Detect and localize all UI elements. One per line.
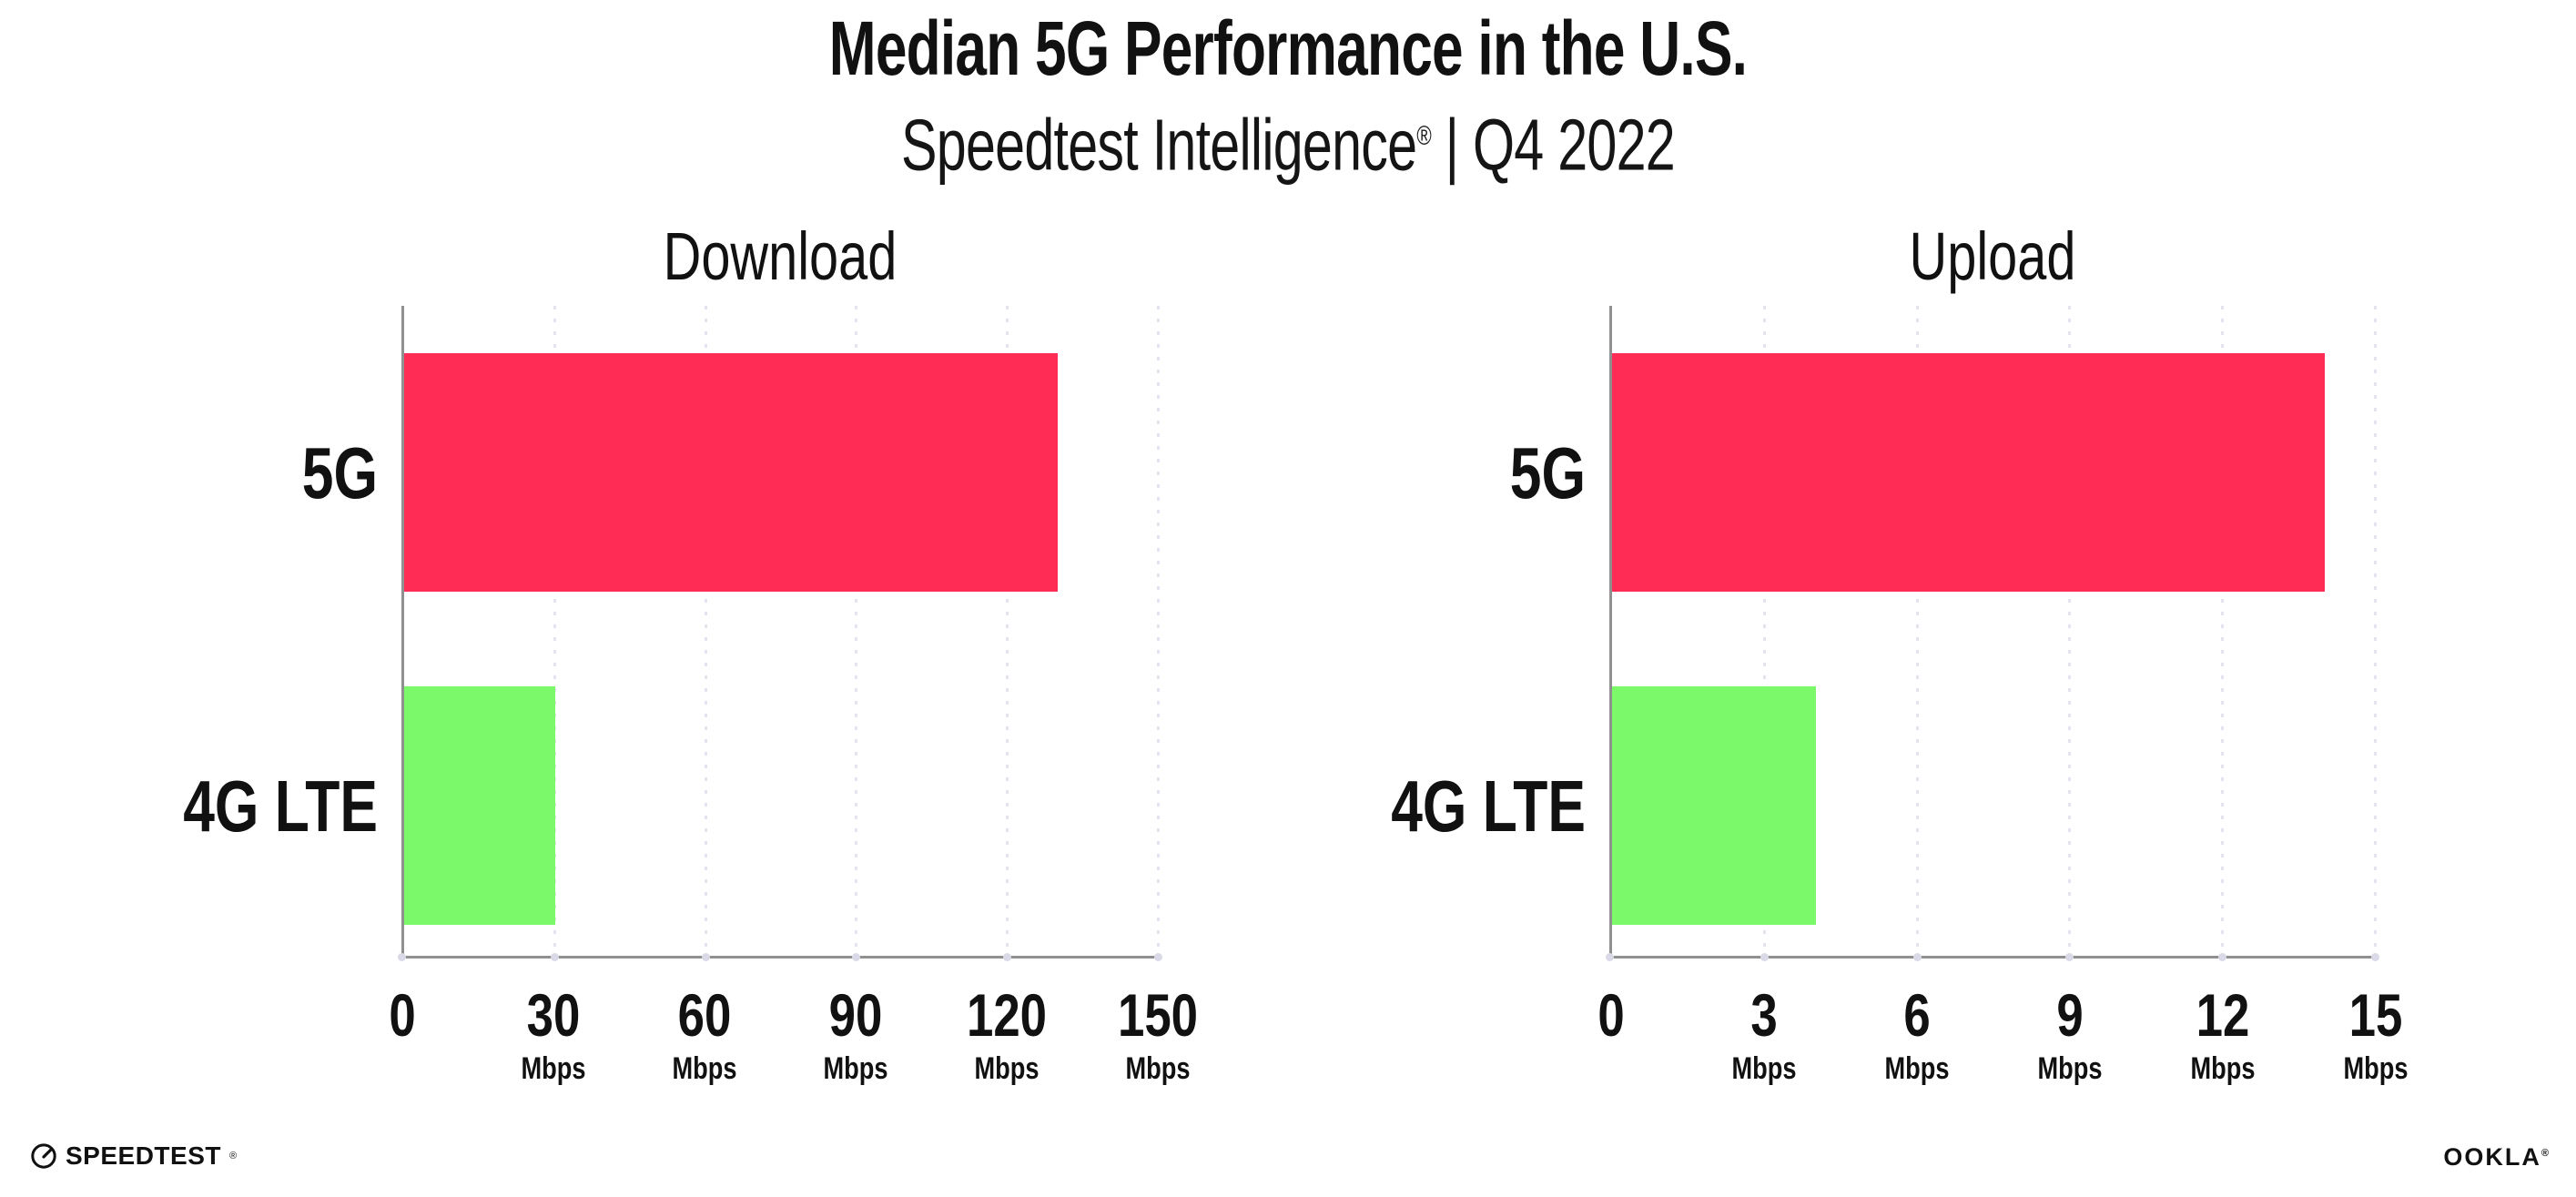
x-tick-150: 150 Mbps	[1049, 983, 1267, 1087]
x-tick-0: 0	[293, 983, 512, 1050]
x-tick-unit: Mbps	[672, 1051, 737, 1086]
x-tick-number: 15	[2348, 981, 2403, 1049]
gridline	[2221, 306, 2225, 956]
gridline	[1915, 306, 1919, 956]
ookla-logo: OOKLA®	[2443, 1143, 2551, 1172]
gridline	[704, 306, 707, 956]
axis-tick-dot	[550, 953, 559, 961]
category-label-4g-lte: 4G LTE	[183, 766, 378, 847]
x-tick-unit: Mbps	[1731, 1051, 1797, 1086]
bar-4g-lte-download	[404, 686, 555, 925]
axis-tick-dot	[1606, 953, 1614, 961]
x-tick-30: 30 Mbps	[444, 983, 663, 1087]
axis-tick-dot	[2371, 953, 2379, 961]
category-label-5g: 5G	[301, 432, 378, 513]
x-tick-3: 3 Mbps	[1655, 983, 1873, 1087]
x-tick-0: 0	[1502, 983, 1720, 1050]
axis-tick-dot	[2065, 953, 2074, 961]
x-tick-unit: Mbps	[1884, 1051, 1950, 1086]
x-tick-number: 3	[1750, 981, 1778, 1049]
category-label-5g: 5G	[1509, 432, 1586, 513]
axis-tick-dot	[1760, 953, 1769, 961]
gridline	[2068, 306, 2072, 956]
bar-4g-lte-upload	[1612, 686, 1816, 925]
x-tick-9: 9 Mbps	[1961, 983, 2179, 1087]
gridline	[1157, 306, 1160, 956]
bar-5g-upload	[1612, 353, 2326, 592]
gridline	[855, 306, 858, 956]
bar-5g-download	[404, 353, 1059, 592]
x-tick-number: 6	[1903, 981, 1931, 1049]
registered-mark-icon: ®	[228, 1151, 238, 1161]
axis-tick-dot	[852, 953, 861, 961]
x-tick-number: 120	[966, 981, 1048, 1049]
x-tick-120: 120 Mbps	[898, 983, 1116, 1087]
plot-area-upload	[1606, 306, 2379, 961]
gridline	[1006, 306, 1009, 956]
speedtest-logo: SPEEDTEST ®	[30, 1138, 237, 1174]
x-tick-unit: Mbps	[823, 1051, 888, 1086]
x-tick-6: 6 Mbps	[1808, 983, 2026, 1087]
x-tick-number: 60	[677, 981, 732, 1049]
axis-tick-dot	[1912, 953, 1922, 961]
page-subtitle: Speedtest Intelligence® | Q4 2022	[335, 93, 2241, 189]
axis-tick-dot	[1003, 953, 1012, 961]
gridline	[2374, 306, 2377, 956]
axis-tick-dot	[2218, 953, 2227, 961]
chart-title-download: Download	[663, 218, 898, 294]
speedtest-wordmark: SPEEDTEST	[66, 1141, 221, 1170]
x-tick-number: 0	[1597, 981, 1625, 1049]
x-tick-60: 60 Mbps	[595, 983, 814, 1087]
x-tick-number: 0	[389, 981, 416, 1049]
page-title: Median 5G Performance in the U.S.	[828, 5, 1748, 91]
x-tick-90: 90 Mbps	[746, 983, 965, 1087]
axis-tick-dot	[1154, 953, 1162, 961]
x-tick-unit: Mbps	[1125, 1051, 1191, 1086]
axis-tick-dot	[701, 953, 710, 961]
ookla-wordmark: OOKLA	[2443, 1143, 2541, 1171]
x-tick-unit: Mbps	[2343, 1051, 2409, 1086]
chart-title-upload: Upload	[1909, 218, 2076, 294]
gridline	[1762, 306, 1766, 956]
x-tick-unit: Mbps	[521, 1051, 586, 1086]
x-tick-number: 150	[1117, 981, 1199, 1049]
registered-mark-icon: ®	[1416, 121, 1431, 151]
registered-mark-icon: ®	[2541, 1148, 2551, 1159]
subtitle-period: | Q4 2022	[1430, 104, 1676, 186]
x-tick-number: 12	[2196, 981, 2250, 1049]
x-tick-number: 90	[828, 981, 883, 1049]
category-label-4g-lte: 4G LTE	[1391, 766, 1586, 847]
x-tick-unit: Mbps	[974, 1051, 1040, 1086]
plot-area-download	[398, 306, 1162, 961]
x-tick-unit: Mbps	[2037, 1051, 2103, 1086]
x-tick-15: 15 Mbps	[2267, 983, 2485, 1087]
x-tick-12: 12 Mbps	[2114, 983, 2332, 1087]
x-tick-unit: Mbps	[2190, 1051, 2256, 1086]
x-tick-number: 30	[526, 981, 581, 1049]
axis-tick-dot	[398, 953, 406, 961]
x-tick-number: 9	[2056, 981, 2084, 1049]
subtitle-brand: Speedtest Intelligence	[901, 104, 1417, 186]
gridline	[553, 306, 556, 956]
speedtest-gauge-icon	[30, 1142, 57, 1170]
